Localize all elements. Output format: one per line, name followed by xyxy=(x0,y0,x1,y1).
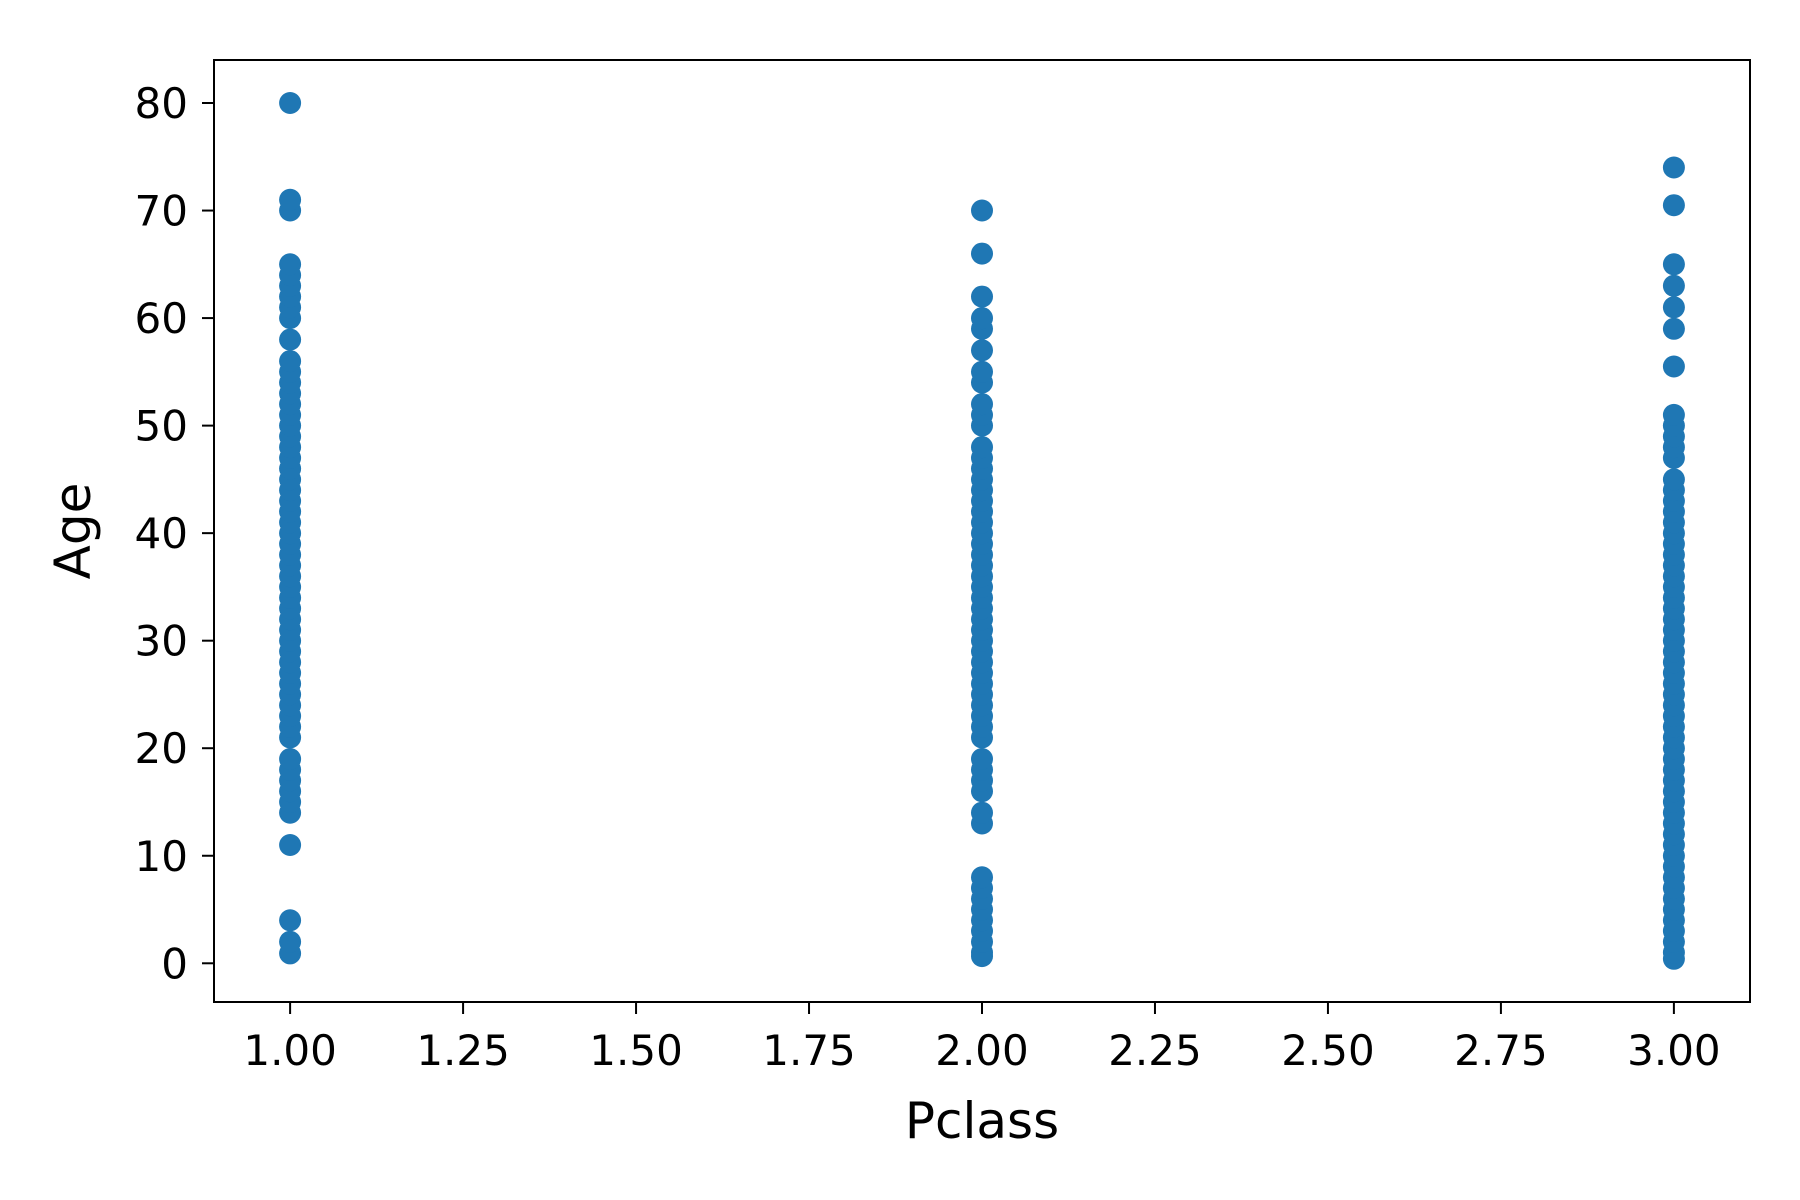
data-point xyxy=(971,436,993,459)
data-point xyxy=(971,307,993,330)
data-point xyxy=(1662,355,1685,378)
x-tick-label: 2.50 xyxy=(1281,1026,1375,1075)
data-point xyxy=(279,188,302,211)
data-point xyxy=(971,393,993,416)
data-point xyxy=(279,350,302,373)
y-tick-label: 20 xyxy=(135,724,188,773)
x-ticks: 1.00 1.25 1.50 1.75 2.00 2.25 2.50 2.75 3.00 xyxy=(243,1002,1721,1075)
data-point xyxy=(971,360,993,383)
data-point xyxy=(971,748,993,770)
data-point xyxy=(279,748,302,770)
x-tick-label: 2.00 xyxy=(935,1026,1029,1075)
data-point xyxy=(1662,468,1685,491)
data-point xyxy=(971,285,993,308)
data-point xyxy=(971,339,993,362)
data-point xyxy=(971,866,993,889)
data-point xyxy=(1662,317,1685,340)
data-point xyxy=(279,909,302,932)
y-tick-label: 30 xyxy=(135,617,188,666)
y-tick-label: 50 xyxy=(135,402,188,451)
x-tick-label: 1.50 xyxy=(589,1026,683,1075)
data-point xyxy=(279,834,302,856)
y-tick-label: 70 xyxy=(135,187,188,236)
data-point xyxy=(1662,156,1685,179)
x-tick-label: 2.75 xyxy=(1454,1026,1548,1075)
y-axis-label: Age xyxy=(44,483,102,580)
data-point xyxy=(1662,274,1685,297)
x-tick-label: 1.75 xyxy=(762,1026,856,1075)
data-point xyxy=(971,242,993,265)
y-ticks: 0 10 20 30 40 50 60 70 80 xyxy=(135,79,214,988)
x-tick-label: 2.25 xyxy=(1108,1026,1202,1075)
y-tick-label: 0 xyxy=(161,939,188,988)
data-point xyxy=(1662,253,1685,276)
data-point xyxy=(279,92,302,114)
data-point xyxy=(279,253,302,276)
x-axis-label: Pclass xyxy=(905,1092,1059,1150)
y-tick-label: 60 xyxy=(135,294,188,343)
y-tick-label: 40 xyxy=(135,509,188,558)
data-point xyxy=(279,930,302,953)
data-point xyxy=(971,801,993,824)
x-tick-label: 3.00 xyxy=(1627,1026,1721,1075)
data-point xyxy=(279,328,302,351)
x-tick-label: 1.25 xyxy=(416,1026,510,1075)
data-point xyxy=(1662,403,1685,426)
data-point xyxy=(1662,194,1685,217)
points-layer xyxy=(279,92,1685,970)
data-point xyxy=(971,199,993,222)
data-point xyxy=(1662,296,1685,319)
x-tick-label: 1.00 xyxy=(243,1026,337,1075)
y-tick-label: 10 xyxy=(135,832,188,881)
y-tick-label: 80 xyxy=(135,79,188,128)
